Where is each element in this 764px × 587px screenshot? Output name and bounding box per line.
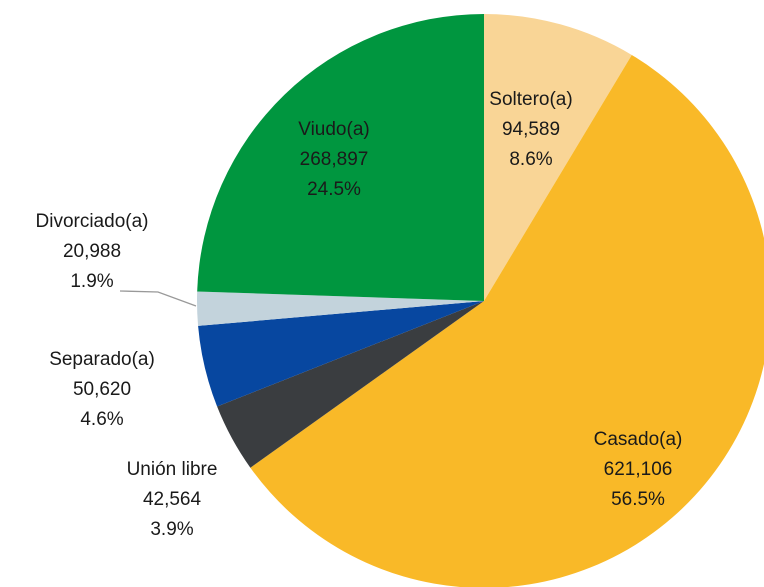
slice-label: Separado(a) xyxy=(49,349,155,370)
slice-percent: 56.5% xyxy=(611,489,665,510)
pie-slice xyxy=(197,14,484,301)
slice-percent: 1.9% xyxy=(70,271,113,292)
leader-line xyxy=(119,290,197,307)
slice-value: 20,988 xyxy=(63,241,121,262)
slice-value: 268,897 xyxy=(300,149,369,170)
slice-percent: 24.5% xyxy=(307,179,361,200)
slice-value: 50,620 xyxy=(73,379,131,400)
slice-label: Soltero(a) xyxy=(489,89,572,110)
slice-label: Divorciado(a) xyxy=(36,211,149,232)
pie-slice xyxy=(484,14,632,301)
slice-percent: 8.6% xyxy=(509,149,552,170)
slice-label: Unión libre xyxy=(127,459,218,480)
pie-slice xyxy=(198,301,484,407)
slice-value: 42,564 xyxy=(143,489,202,510)
pie-slice xyxy=(250,54,764,587)
slice-value: 621,106 xyxy=(604,459,673,480)
slice-percent: 3.9% xyxy=(150,519,193,540)
pie-slice xyxy=(217,301,484,468)
slice-label: Viudo(a) xyxy=(298,119,369,140)
slice-label: Casado(a) xyxy=(594,429,683,450)
pie-slice xyxy=(197,291,484,326)
slice-percent: 4.6% xyxy=(80,409,123,430)
slice-value: 94,589 xyxy=(502,119,560,140)
